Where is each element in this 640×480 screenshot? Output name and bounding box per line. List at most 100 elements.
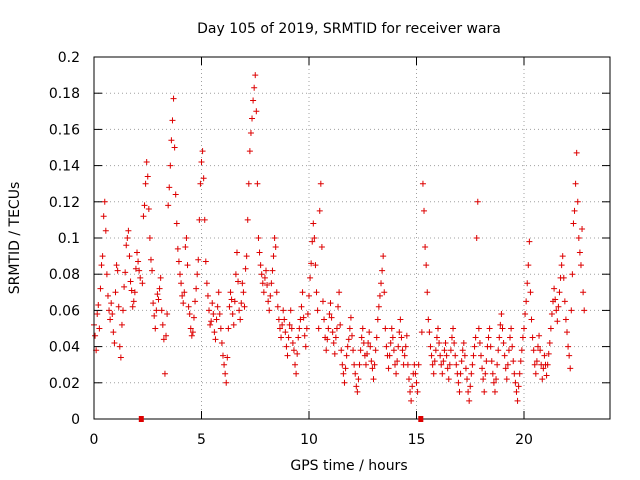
data-point — [347, 314, 354, 321]
data-point — [365, 339, 372, 346]
data-point — [100, 213, 107, 220]
data-point — [401, 352, 408, 359]
data-point — [460, 339, 467, 346]
data-point — [201, 216, 208, 223]
data-point — [239, 280, 246, 287]
data-point — [131, 289, 138, 296]
data-point — [314, 307, 321, 314]
data-point — [169, 117, 176, 124]
data-point — [236, 307, 243, 314]
data-point — [422, 244, 429, 251]
data-point — [158, 307, 165, 314]
data-point — [513, 388, 520, 395]
data-point — [258, 271, 265, 278]
data-point — [439, 370, 446, 377]
data-point — [118, 321, 125, 328]
data-point — [452, 352, 459, 359]
y-tick-label: 0.1 — [58, 231, 80, 247]
y-tick-label: 0.02 — [49, 376, 80, 392]
data-point — [212, 336, 219, 343]
data-point — [177, 271, 183, 278]
data-point — [518, 347, 525, 354]
data-point — [179, 292, 186, 299]
data-point — [263, 267, 269, 274]
data-point — [431, 358, 438, 365]
data-point — [445, 376, 452, 383]
data-point — [228, 296, 235, 303]
data-point — [571, 207, 578, 214]
data-point — [276, 325, 283, 332]
data-point — [509, 343, 516, 350]
data-point — [425, 316, 432, 323]
data-point — [121, 283, 128, 290]
data-point — [405, 376, 412, 383]
data-point — [366, 329, 373, 336]
data-point — [303, 325, 310, 332]
data-point — [473, 235, 480, 241]
data-point — [260, 289, 267, 296]
data-point — [574, 198, 581, 205]
y-tick-label: 0.08 — [49, 267, 80, 283]
data-point — [122, 269, 129, 276]
data-point — [541, 352, 548, 359]
data-point — [500, 339, 507, 346]
data-point — [375, 303, 382, 310]
data-point — [409, 383, 416, 390]
data-point — [200, 175, 207, 182]
data-point — [579, 225, 586, 232]
data-point — [139, 280, 146, 287]
data-point — [349, 332, 355, 339]
data-point — [189, 329, 196, 336]
data-point — [565, 343, 572, 350]
data-point — [560, 274, 567, 281]
data-point — [206, 307, 213, 314]
data-point — [147, 256, 154, 263]
data-point — [390, 347, 397, 354]
data-point — [356, 361, 363, 368]
data-point — [438, 361, 445, 368]
data-point — [508, 325, 515, 332]
data-point — [211, 329, 218, 336]
data-point — [558, 262, 565, 269]
data-point — [397, 316, 404, 323]
data-point — [153, 307, 160, 314]
data-point — [300, 314, 307, 321]
data-point — [186, 311, 193, 318]
x-tick-label: 0 — [90, 432, 99, 448]
data-point — [389, 334, 396, 341]
data-point — [335, 303, 342, 310]
data-point — [253, 108, 260, 115]
data-point — [117, 354, 124, 361]
data-point — [396, 329, 403, 336]
data-point — [247, 130, 254, 137]
data-point — [259, 280, 266, 287]
data-point — [358, 334, 365, 341]
data-point — [307, 274, 314, 281]
data-point — [495, 347, 502, 354]
data-point — [270, 253, 277, 260]
data-point — [472, 334, 479, 341]
data-point — [279, 321, 286, 328]
data-point — [543, 372, 550, 379]
data-point — [332, 334, 339, 341]
data-point — [175, 258, 182, 265]
data-point — [238, 300, 245, 307]
data-point — [284, 352, 291, 359]
data-point — [507, 334, 514, 341]
data-point — [125, 227, 132, 234]
data-point — [136, 267, 143, 274]
data-point — [525, 262, 532, 269]
data-point — [340, 370, 347, 377]
data-point — [498, 311, 505, 318]
data-point — [115, 303, 122, 310]
data-point — [457, 370, 464, 377]
data-point — [540, 365, 547, 372]
data-point — [123, 242, 130, 249]
data-point — [379, 267, 386, 274]
data-point — [208, 318, 215, 325]
data-point — [281, 316, 288, 323]
data-point — [198, 158, 205, 165]
data-point — [156, 285, 163, 292]
data-point — [192, 298, 199, 305]
data-point — [172, 191, 179, 198]
